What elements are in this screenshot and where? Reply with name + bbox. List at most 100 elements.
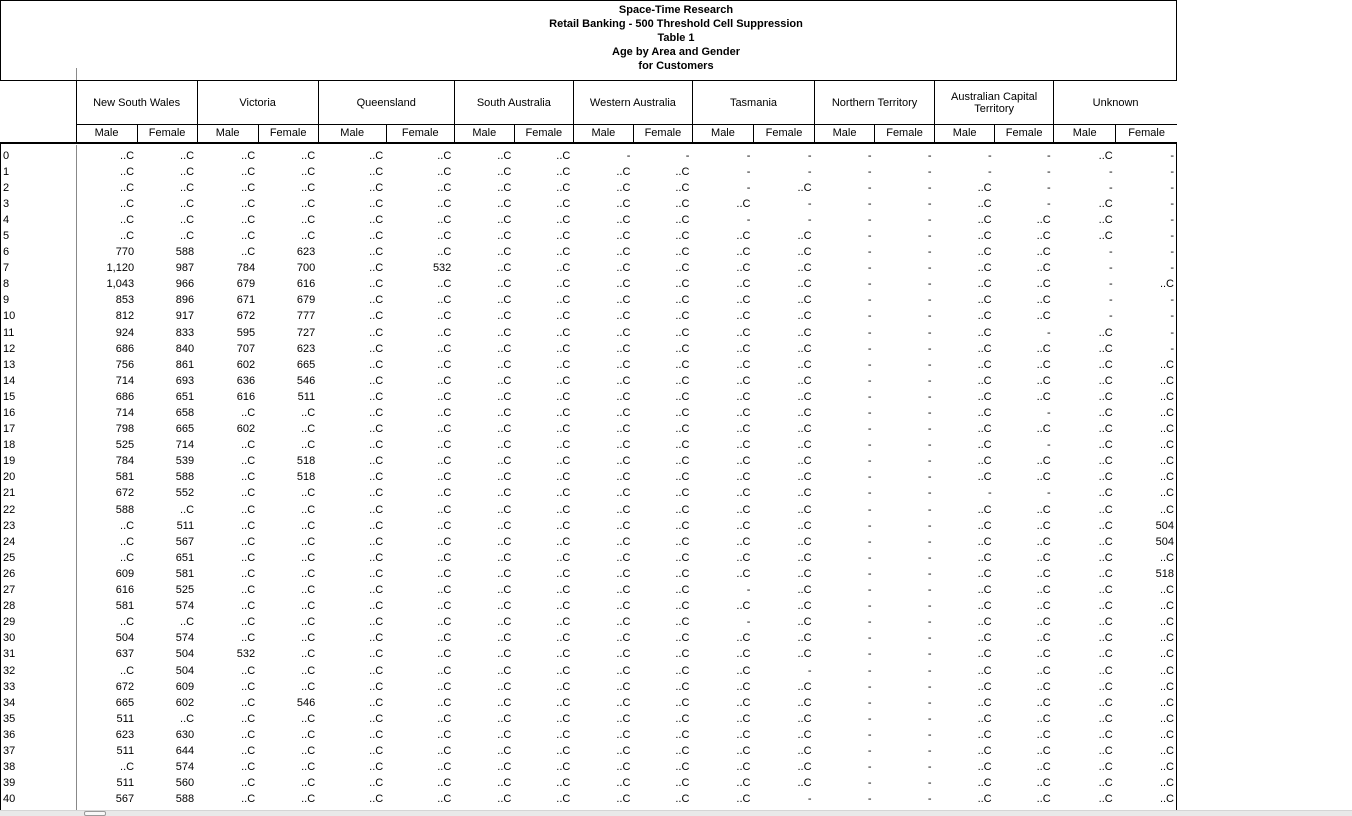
data-cell: - xyxy=(987,149,992,162)
title-line-dataset: Retail Banking - 500 Threshold Cell Supp… xyxy=(549,18,803,30)
data-cell: ..C xyxy=(301,423,316,436)
data-cell: ..C xyxy=(797,535,812,548)
table-row: 0 ..C ..C ..C ..C ..C ..C ..C ..C - - - - - - - - ..C - xyxy=(0,148,1177,164)
data-cell: ..C xyxy=(497,310,512,323)
data-cell: - xyxy=(746,181,751,194)
data-cell: ..C xyxy=(1098,696,1113,709)
data-cell: ..C xyxy=(1159,358,1174,371)
data-cell: ..C xyxy=(1036,793,1051,806)
data-cell: ..C xyxy=(301,761,316,774)
data-cell: - xyxy=(1109,310,1113,323)
data-cell: ..C xyxy=(556,600,571,613)
data-table-wrapper: New South Wales Victoria Queensland South A… xyxy=(0,80,1177,807)
data-cell: - xyxy=(927,374,932,387)
data-cell: ..C xyxy=(437,165,452,178)
data-cell: ..C xyxy=(369,616,384,629)
data-cell: ..C xyxy=(1098,471,1113,484)
data-cell: 567 xyxy=(175,535,195,548)
data-cell: ..C xyxy=(797,600,812,613)
data-cell: ..C xyxy=(616,584,631,597)
data-cell: ..C xyxy=(797,696,812,709)
data-cell: - xyxy=(746,149,751,162)
data-cell: ..C xyxy=(736,712,751,725)
data-cell: ..C xyxy=(497,278,512,291)
data-cell: 714 xyxy=(115,374,135,387)
table-row: 13 756 861 602 665 ..C ..C ..C ..C ..C ..C ..C ..C - -… xyxy=(0,357,1177,373)
data-cell: ..C xyxy=(1036,471,1051,484)
data-cell: ..C xyxy=(797,358,812,371)
data-cell: ..C xyxy=(437,712,452,725)
data-cell: ..C xyxy=(369,213,384,226)
data-cell: - xyxy=(867,696,872,709)
data-cell: ..C xyxy=(797,519,812,532)
data-cell: 552 xyxy=(175,487,195,500)
row-header-age: 14 xyxy=(3,374,16,387)
data-cell: ..C xyxy=(736,519,751,532)
data-cell: ..C xyxy=(241,149,256,162)
data-cell: ..C xyxy=(369,181,384,194)
row-header-age: 9 xyxy=(3,294,10,307)
data-cell: 966 xyxy=(175,278,195,291)
data-cell: ..C xyxy=(675,648,690,661)
data-cell: ..C xyxy=(1159,680,1174,693)
data-cell: ..C xyxy=(497,487,512,500)
data-cell: - xyxy=(1170,213,1174,226)
data-cell: ..C xyxy=(1098,374,1113,387)
data-cell: ..C xyxy=(369,777,384,790)
data-cell: ..C xyxy=(180,616,195,629)
data-cell: 777 xyxy=(296,310,316,323)
data-cell: ..C xyxy=(301,229,316,242)
data-cell: - xyxy=(927,278,932,291)
data-cell: ..C xyxy=(497,712,512,725)
scrollbar-thumb[interactable] xyxy=(84,811,106,816)
table-row: 27 616 525 ..C ..C ..C ..C ..C ..C ..C ..C - ..C - -..… xyxy=(0,582,1177,598)
data-cell: ..C xyxy=(675,407,690,419)
data-cell: - xyxy=(867,487,872,500)
data-cell: ..C xyxy=(369,165,384,178)
data-cell: 679 xyxy=(296,294,316,307)
data-cell: ..C xyxy=(1036,664,1051,677)
data-cell: - xyxy=(807,165,812,178)
data-cell: ..C xyxy=(977,648,992,661)
data-cell: ..C xyxy=(497,197,512,210)
data-cell: ..C xyxy=(241,165,256,178)
row-header-age: 38 xyxy=(3,761,16,774)
data-cell: - xyxy=(867,213,872,226)
data-cell: 1,120 xyxy=(106,262,135,275)
data-cell: ..C xyxy=(1159,632,1174,645)
data-cell: ..C xyxy=(497,551,512,564)
data-cell: - xyxy=(1170,165,1174,178)
data-cell: - xyxy=(927,712,932,725)
data-cell: ..C xyxy=(556,197,571,210)
column-header-new-south-wales-male: Male xyxy=(75,124,138,144)
data-cell: ..C xyxy=(556,342,571,355)
data-cell: - xyxy=(867,262,872,275)
data-cell: - xyxy=(746,584,751,597)
data-cell: 853 xyxy=(115,294,135,307)
data-cell: ..C xyxy=(556,149,571,162)
data-cell: ..C xyxy=(437,326,452,339)
column-header-new-south-wales-female: Female xyxy=(136,124,198,144)
data-cell: - xyxy=(927,310,932,323)
data-cell: 602 xyxy=(175,696,195,709)
data-cell: ..C xyxy=(120,213,135,226)
data-cell: ..C xyxy=(616,744,631,757)
data-cell: ..C xyxy=(497,213,512,226)
data-cell: 651 xyxy=(175,390,195,403)
data-cell: - xyxy=(867,648,872,661)
data-cell: ..C xyxy=(977,294,992,307)
data-cell: - xyxy=(927,551,932,564)
data-cell: ..C xyxy=(675,423,690,436)
data-cell: ..C xyxy=(180,503,195,516)
data-cell: ..C xyxy=(675,712,690,725)
data-cell: - xyxy=(927,326,932,339)
data-cell: ..C xyxy=(1036,342,1051,355)
data-cell: - xyxy=(1170,149,1174,162)
data-cell: ..C xyxy=(241,696,256,709)
horizontal-scrollbar[interactable] xyxy=(0,810,1352,816)
table-row: 29 ..C ..C ..C ..C ..C ..C ..C ..C ..C ..C - ..C - -..… xyxy=(0,614,1177,630)
row-header-age: 28 xyxy=(3,600,16,613)
data-cell: ..C xyxy=(301,600,316,613)
data-cell: ..C xyxy=(556,793,571,806)
data-cell: ..C xyxy=(977,229,992,242)
